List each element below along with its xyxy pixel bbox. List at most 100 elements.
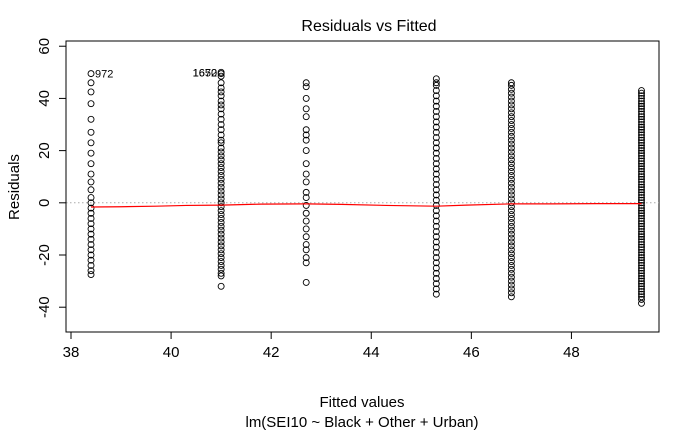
residual-point — [302, 126, 310, 134]
residual-point — [432, 285, 440, 293]
residual-point — [87, 267, 95, 275]
residual-point — [507, 269, 515, 277]
residual-point — [87, 139, 95, 147]
residual-point — [217, 242, 225, 250]
residual-point — [507, 132, 515, 140]
residual-point — [638, 157, 645, 165]
residual-point — [507, 195, 515, 203]
residual-point — [507, 226, 515, 234]
residual-point — [217, 254, 225, 262]
residual-point — [432, 75, 440, 83]
residual-point — [638, 199, 645, 207]
residual-point — [302, 246, 310, 254]
residual-point — [507, 97, 515, 105]
residual-point — [432, 165, 440, 173]
residual-point — [638, 290, 645, 298]
residual-point — [638, 123, 645, 131]
residual-point — [432, 113, 440, 121]
smoother-line — [91, 202, 642, 208]
residual-point — [507, 168, 515, 175]
x-tick-label: 40 — [163, 344, 180, 361]
residual-point — [507, 148, 515, 156]
residual-point — [217, 265, 225, 273]
residual-point — [217, 222, 225, 230]
residual-point — [432, 170, 440, 178]
residual-point — [217, 187, 225, 195]
residual-point — [432, 243, 440, 251]
residual-point — [638, 204, 645, 212]
residual-point — [87, 225, 95, 233]
residual-point — [638, 154, 645, 162]
y-tick-label: 20 — [36, 142, 53, 159]
residual-point — [638, 175, 645, 183]
residual-point — [638, 277, 645, 285]
residual-point — [638, 272, 645, 280]
residual-point — [638, 207, 645, 215]
x-tick-label: 46 — [463, 344, 480, 361]
residual-point — [638, 251, 645, 259]
residual-point — [638, 170, 645, 178]
residual-point — [638, 264, 645, 272]
point-label: 972 — [95, 69, 113, 81]
residual-point — [507, 215, 515, 222]
residual-point — [432, 248, 440, 256]
residual-point — [432, 123, 440, 131]
residual-point — [302, 209, 310, 217]
residual-point — [638, 259, 645, 267]
residual-point — [302, 241, 310, 249]
residual-point — [507, 218, 515, 226]
residual-point — [638, 299, 645, 307]
residual-point — [507, 175, 515, 183]
residual-point — [432, 259, 440, 267]
residual-point — [217, 148, 225, 156]
residual-point — [87, 178, 95, 186]
residual-point — [217, 199, 225, 207]
x-axis-title: Fitted values — [319, 394, 404, 411]
x-tick-label: 42 — [263, 344, 280, 361]
residual-point — [638, 230, 645, 238]
residual-point — [638, 108, 645, 115]
residual-point — [217, 160, 225, 168]
residual-point — [217, 84, 225, 92]
residual-point — [638, 212, 645, 220]
residual-point — [638, 186, 645, 194]
residual-point — [87, 204, 95, 212]
residual-point — [302, 225, 310, 233]
residual-point — [217, 131, 225, 139]
residual-point — [432, 181, 440, 188]
residual-point — [302, 233, 310, 241]
residual-point — [87, 170, 95, 178]
residual-point — [432, 275, 440, 282]
residual-point — [87, 235, 95, 243]
residual-point — [87, 215, 95, 222]
residual-point — [87, 262, 95, 269]
residual-point — [507, 85, 515, 93]
residual-point — [638, 118, 645, 126]
residual-point — [507, 293, 515, 301]
residual-point — [432, 290, 440, 298]
residual-point — [302, 259, 310, 267]
residual-point — [507, 242, 515, 250]
residual-point — [217, 203, 225, 211]
residual-point — [302, 160, 310, 168]
residual-point — [638, 165, 645, 173]
residual-point — [638, 262, 645, 269]
residual-point — [302, 94, 310, 102]
residual-point — [217, 101, 225, 109]
y-axis-title: Residuals — [6, 154, 23, 220]
x-axis-subtitle: lm(SEI10 ~ Black + Other + Urban) — [245, 414, 478, 431]
residual-point — [507, 89, 515, 97]
residual-point — [507, 93, 515, 101]
residual-point — [638, 141, 645, 149]
residual-point — [507, 156, 515, 164]
residual-point — [217, 121, 225, 128]
residual-point — [217, 226, 225, 234]
residual-point — [638, 115, 645, 123]
residual-point — [87, 271, 95, 279]
residual-point — [507, 281, 515, 289]
residual-point — [638, 194, 645, 202]
residual-point — [507, 277, 515, 285]
residual-point — [432, 201, 440, 209]
residual-point — [507, 207, 515, 215]
residual-point — [507, 285, 515, 293]
